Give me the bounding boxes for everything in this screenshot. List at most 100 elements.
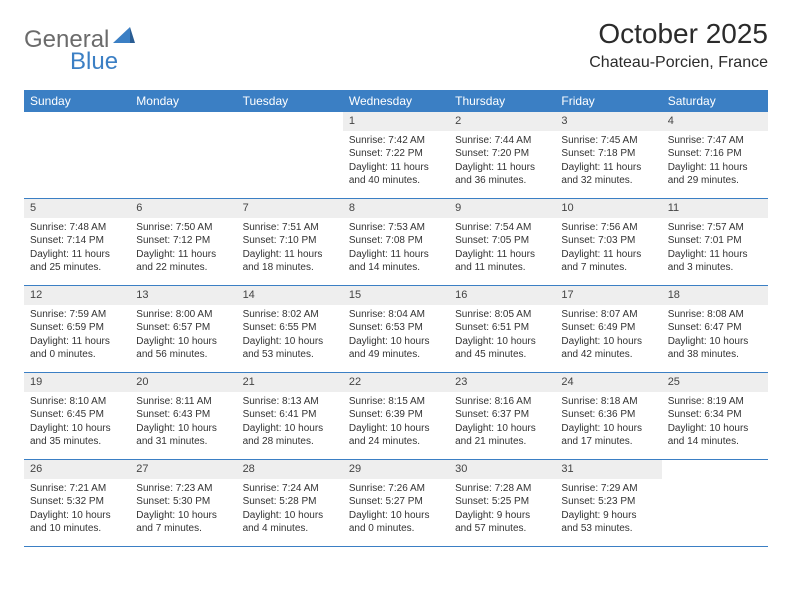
daylight-text: Daylight: 11 hours and 14 minutes.: [349, 248, 443, 275]
sunset-text: Sunset: 7:01 PM: [668, 234, 762, 248]
week-row: 26Sunrise: 7:21 AMSunset: 5:32 PMDayligh…: [24, 460, 768, 547]
cell-body: Sunrise: 8:19 AMSunset: 6:34 PMDaylight:…: [662, 392, 768, 455]
sunset-text: Sunset: 7:14 PM: [30, 234, 124, 248]
daylight-text: Daylight: 11 hours and 40 minutes.: [349, 161, 443, 188]
daylight-text: Daylight: 11 hours and 29 minutes.: [668, 161, 762, 188]
day-number: 5: [24, 199, 130, 218]
day-header: Tuesday: [237, 90, 343, 112]
sunrise-text: Sunrise: 8:11 AM: [136, 395, 230, 409]
calendar-cell: 25Sunrise: 8:19 AMSunset: 6:34 PMDayligh…: [662, 373, 768, 459]
cell-body: Sunrise: 7:29 AMSunset: 5:23 PMDaylight:…: [555, 479, 661, 542]
calendar-cell: 1Sunrise: 7:42 AMSunset: 7:22 PMDaylight…: [343, 112, 449, 198]
sunset-text: Sunset: 7:03 PM: [561, 234, 655, 248]
sunset-text: Sunset: 6:39 PM: [349, 408, 443, 422]
calendar-cell: 20 Sunrise: 8:11 AMSunset: 6:43 PMDayligh…: [130, 373, 236, 459]
cell-body: Sunrise: 8:00 AMSunset: 6:57 PMDaylight:…: [130, 305, 236, 368]
daylight-text: Daylight: 10 hours and 42 minutes.: [561, 335, 655, 362]
calendar-cell: 30Sunrise: 7:28 AMSunset: 5:25 PMDayligh…: [449, 460, 555, 546]
cell-body: Sunrise: 7:45 AMSunset: 7:18 PMDaylight:…: [555, 131, 661, 194]
week-row: 12Sunrise: 7:59 AMSunset: 6:59 PMDayligh…: [24, 286, 768, 373]
calendar-cell: 28Sunrise: 7:24 AMSunset: 5:28 PMDayligh…: [237, 460, 343, 546]
day-number: 9: [449, 199, 555, 218]
sunrise-text: Sunrise: 8:19 AM: [668, 395, 762, 409]
day-number: 14: [237, 286, 343, 305]
day-number: 1: [343, 112, 449, 131]
day-number: 29: [343, 460, 449, 479]
location-subtitle: Chateau-Porcien, France: [589, 54, 768, 72]
cell-body: Sunrise: 7:26 AMSunset: 5:27 PMDaylight:…: [343, 479, 449, 542]
day-number: 19: [24, 373, 130, 392]
sunset-text: Sunset: 7:05 PM: [455, 234, 549, 248]
brand-blue-text-wrap: Blue: [24, 48, 118, 76]
brand-text-blue: Blue: [70, 48, 118, 75]
sunrise-text: Sunrise: 7:44 AM: [455, 134, 549, 148]
daylight-text: Daylight: 10 hours and 10 minutes.: [30, 509, 124, 536]
day-header: Monday: [130, 90, 236, 112]
daylight-text: Daylight: 11 hours and 22 minutes.: [136, 248, 230, 275]
sunset-text: Sunset: 5:28 PM: [243, 495, 337, 509]
day-number: 3: [555, 112, 661, 131]
sunrise-text: Sunrise: 7:53 AM: [349, 221, 443, 235]
cell-body: Sunrise: 8:13 AMSunset: 6:41 PMDaylight:…: [237, 392, 343, 455]
day-header: Wednesday: [343, 90, 449, 112]
day-number: 7: [237, 199, 343, 218]
sunrise-text: Sunrise: 7:28 AM: [455, 482, 549, 496]
calendar-cell: 13Sunrise: 8:00 AMSunset: 6:57 PMDayligh…: [130, 286, 236, 372]
sunset-text: Sunset: 6:47 PM: [668, 321, 762, 335]
sunset-text: Sunset: 6:57 PM: [136, 321, 230, 335]
cell-body: Sunrise: 7:54 AMSunset: 7:05 PMDaylight:…: [449, 218, 555, 281]
sunset-text: Sunset: 6:53 PM: [349, 321, 443, 335]
sunrise-text: Sunrise: 8:18 AM: [561, 395, 655, 409]
sunset-text: Sunset: 6:43 PM: [136, 408, 230, 422]
day-number: 21: [237, 373, 343, 392]
day-header: Sunday: [24, 90, 130, 112]
calendar-cell: 21Sunrise: 8:13 AMSunset: 6:41 PMDayligh…: [237, 373, 343, 459]
day-header: Saturday: [662, 90, 768, 112]
daylight-text: Daylight: 10 hours and 17 minutes.: [561, 422, 655, 449]
calendar-cell: 31Sunrise: 7:29 AMSunset: 5:23 PMDayligh…: [555, 460, 661, 546]
sunset-text: Sunset: 7:08 PM: [349, 234, 443, 248]
daylight-text: Daylight: 10 hours and 24 minutes.: [349, 422, 443, 449]
sunset-text: Sunset: 5:25 PM: [455, 495, 549, 509]
calendar-cell: 5Sunrise: 7:48 AMSunset: 7:14 PMDaylight…: [24, 199, 130, 285]
day-number: 13: [130, 286, 236, 305]
daylight-text: Daylight: 11 hours and 32 minutes.: [561, 161, 655, 188]
calendar-cell: 26Sunrise: 7:21 AMSunset: 5:32 PMDayligh…: [24, 460, 130, 546]
week-row: 19Sunrise: 8:10 AMSunset: 6:45 PMDayligh…: [24, 373, 768, 460]
sunrise-text: Sunrise: 7:54 AM: [455, 221, 549, 235]
calendar-cell: 9Sunrise: 7:54 AMSunset: 7:05 PMDaylight…: [449, 199, 555, 285]
cell-body: Sunrise: 8:10 AMSunset: 6:45 PMDaylight:…: [24, 392, 130, 455]
sunrise-text: Sunrise: 7:56 AM: [561, 221, 655, 235]
daylight-text: Daylight: 10 hours and 7 minutes.: [136, 509, 230, 536]
header: General October 2025 Chateau-Porcien, Fr…: [24, 18, 768, 72]
sunrise-text: Sunrise: 8:04 AM: [349, 308, 443, 322]
daylight-text: Daylight: 11 hours and 18 minutes.: [243, 248, 337, 275]
calendar-cell: 16Sunrise: 8:05 AMSunset: 6:51 PMDayligh…: [449, 286, 555, 372]
day-number: 26: [24, 460, 130, 479]
sunset-text: Sunset: 6:34 PM: [668, 408, 762, 422]
daylight-text: Daylight: 11 hours and 3 minutes.: [668, 248, 762, 275]
calendar-cell: 23Sunrise: 8:16 AMSunset: 6:37 PMDayligh…: [449, 373, 555, 459]
calendar-cell: 11Sunrise: 7:57 AMSunset: 7:01 PMDayligh…: [662, 199, 768, 285]
daylight-text: Daylight: 11 hours and 11 minutes.: [455, 248, 549, 275]
day-number: 24: [555, 373, 661, 392]
daylight-text: Daylight: 10 hours and 0 minutes.: [349, 509, 443, 536]
sunrise-text: Sunrise: 7:26 AM: [349, 482, 443, 496]
day-header-row: SundayMondayTuesdayWednesdayThursdayFrid…: [24, 90, 768, 112]
day-number: 27: [130, 460, 236, 479]
sunrise-text: Sunrise: 7:24 AM: [243, 482, 337, 496]
cell-body: Sunrise: 7:57 AMSunset: 7:01 PMDaylight:…: [662, 218, 768, 281]
day-number: 20: [130, 373, 236, 392]
daylight-text: Daylight: 10 hours and 45 minutes.: [455, 335, 549, 362]
sunrise-text: Sunrise: 7:29 AM: [561, 482, 655, 496]
cell-body: Sunrise: 7:59 AMSunset: 6:59 PMDaylight:…: [24, 305, 130, 368]
calendar-cell: 27Sunrise: 7:23 AMSunset: 5:30 PMDayligh…: [130, 460, 236, 546]
daylight-text: Daylight: 10 hours and 14 minutes.: [668, 422, 762, 449]
daylight-text: Daylight: 10 hours and 31 minutes.: [136, 422, 230, 449]
cell-body: Sunrise: 7:21 AMSunset: 5:32 PMDaylight:…: [24, 479, 130, 542]
calendar-cell: 6Sunrise: 7:50 AMSunset: 7:12 PMDaylight…: [130, 199, 236, 285]
day-number: 18: [662, 286, 768, 305]
sunset-text: Sunset: 5:30 PM: [136, 495, 230, 509]
sunrise-text: Sunrise: 7:51 AM: [243, 221, 337, 235]
sunset-text: Sunset: 6:59 PM: [30, 321, 124, 335]
